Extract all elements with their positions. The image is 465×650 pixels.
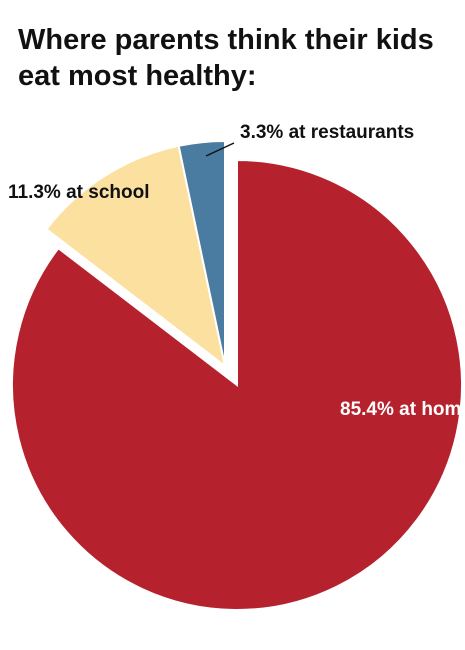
data-label: 11.3% at school <box>8 182 150 203</box>
pie-slice <box>44 144 227 369</box>
leader-line <box>205 142 235 157</box>
chart-title: Where parents think their kids eat most … <box>18 24 434 92</box>
pie-slice <box>11 158 463 611</box>
data-label: 3.3% at restaurants <box>240 122 414 143</box>
data-label: 85.4% at home <box>340 399 465 420</box>
pie-slice <box>177 139 226 367</box>
